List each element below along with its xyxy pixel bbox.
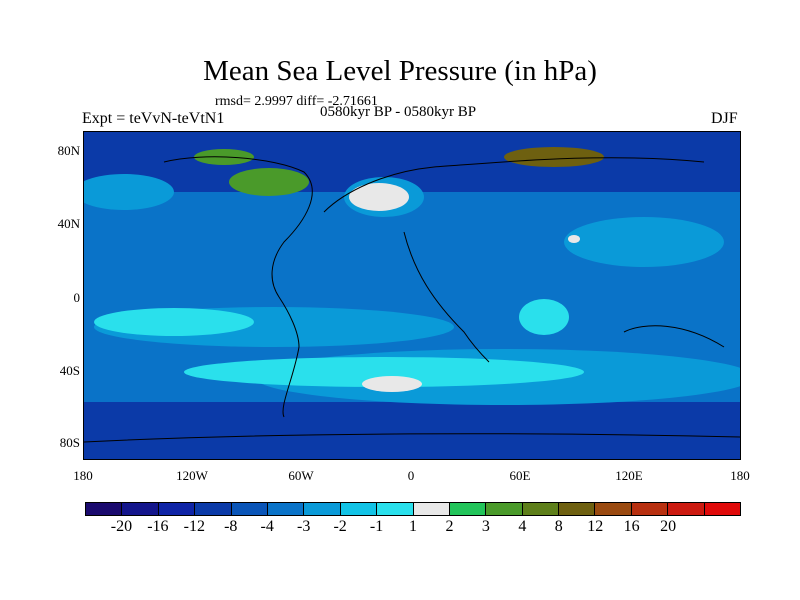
experiment-label: Expt = teVvN-teVtN1 — [82, 110, 225, 127]
lat-tick-label: 80N — [57, 143, 80, 158]
colorbar-swatch — [704, 503, 741, 515]
lon-tick-label: 120E — [615, 468, 643, 483]
colorbar-label: 4 — [518, 518, 527, 535]
colorbar-swatch — [158, 503, 196, 515]
colorbar-label: -16 — [147, 518, 169, 535]
colorbar-swatch — [231, 503, 268, 515]
atlantic-cyan-patch — [184, 357, 584, 387]
colorbar-label: -1 — [369, 518, 384, 535]
colorbar-swatch — [413, 503, 450, 515]
south-atlantic-white — [362, 376, 422, 392]
map-title: Mean Sea Level Pressure (in hPa) — [203, 55, 597, 87]
rmsd-diff-stats: rmsd= 2.9997 diff= -2.71661 — [215, 94, 378, 109]
colorbar-swatch — [559, 503, 596, 515]
pressure-map — [83, 131, 741, 460]
colorbar-label: 2 — [445, 518, 454, 535]
colorbar-label: 12 — [587, 518, 604, 535]
lat-tick-label: 40N — [57, 216, 80, 231]
antarctica-coast — [84, 433, 740, 443]
lon-tick-label: 60E — [509, 468, 531, 483]
lon-tick-label: 120W — [176, 468, 208, 483]
colorbar-swatch — [340, 503, 378, 515]
colorbar-swatch — [86, 503, 123, 515]
colorbar-label: 20 — [660, 518, 677, 535]
colorbar-swatch — [595, 503, 632, 515]
colorbar-swatch — [631, 503, 669, 515]
lon-tick-label: 60W — [288, 468, 314, 483]
americas-coast — [163, 156, 313, 418]
colorbar-label: 8 — [554, 518, 563, 535]
colorbar-swatch — [522, 503, 560, 515]
south-low-band — [84, 402, 740, 459]
colorbar-label: -2 — [333, 518, 347, 535]
lon-tick-label: 180 — [730, 468, 750, 483]
colorbar-label: 16 — [623, 518, 640, 535]
colorbar-swatch — [304, 503, 341, 515]
coastlines — [84, 156, 740, 443]
pacific-cyan-patch — [94, 308, 254, 336]
indian-cyan-patch — [519, 299, 569, 335]
pressure-map-svg — [84, 132, 740, 459]
pacific-north-light — [84, 174, 174, 210]
colorbar — [85, 502, 741, 516]
colorbar-swatch — [486, 503, 523, 515]
colorbar-label: -20 — [110, 518, 133, 535]
lon-tick-label: 180 — [73, 468, 93, 483]
colorbar-label: -12 — [183, 518, 205, 535]
tibet-white — [568, 235, 580, 243]
colorbar-swatch — [377, 503, 414, 515]
north-america-high — [229, 168, 309, 196]
africa-coast — [403, 231, 490, 363]
north-low-band — [84, 132, 740, 192]
season-label: DJF — [711, 110, 738, 127]
colorbar-label: -8 — [224, 518, 238, 535]
lon-tick-label: 0 — [407, 468, 415, 483]
period-label: 0580kyr BP - 0580kyr BP — [320, 104, 477, 120]
lat-tick-label: 40S — [59, 363, 80, 378]
colorbar-swatch — [195, 503, 232, 515]
australia-coast — [623, 325, 725, 348]
lat-tick-label: 80S — [59, 435, 80, 450]
lat-tick-label: 0 — [73, 290, 81, 305]
colorbar-label: 1 — [409, 518, 417, 535]
eurasia-north-coast — [323, 157, 705, 213]
north-atlantic-white — [349, 183, 409, 211]
siberia-high — [504, 147, 604, 167]
colorbar-swatch — [668, 503, 705, 515]
colorbar-label: 3 — [481, 518, 490, 535]
colorbar-swatch — [449, 503, 487, 515]
colorbar-label: -4 — [260, 518, 274, 535]
colorbar-swatch — [267, 503, 305, 515]
colorbar-label: -3 — [296, 518, 311, 535]
colorbar-swatch — [122, 503, 159, 515]
asia-light-patch — [564, 217, 724, 267]
